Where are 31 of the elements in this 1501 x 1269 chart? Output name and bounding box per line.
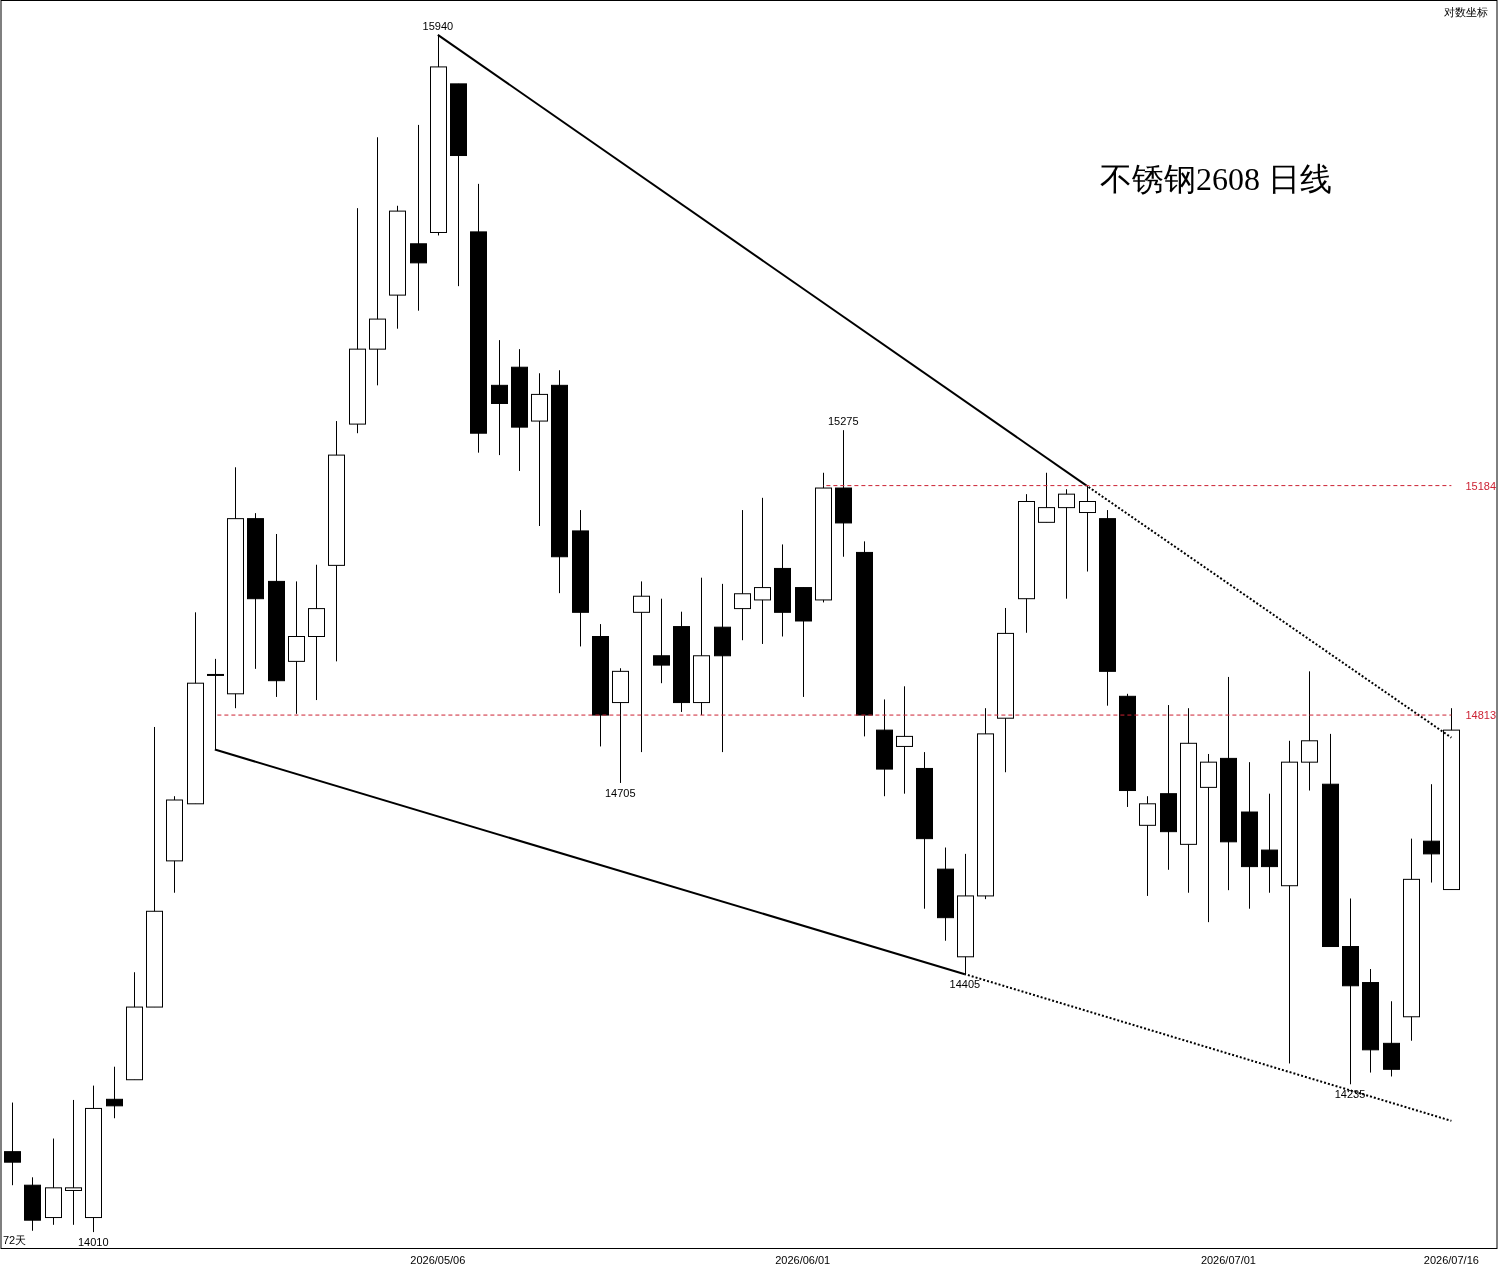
x-tick-label: 2026/07/01	[1200, 1254, 1256, 1266]
candlestick	[734, 509, 751, 641]
annotation: 72天	[3, 1234, 27, 1246]
y-tick-label: 14813	[1465, 709, 1496, 722]
candlestick	[1261, 793, 1278, 894]
candlestick	[491, 339, 508, 456]
x-tick-label: 2026/06/01	[775, 1254, 831, 1266]
annotation: 15940	[422, 19, 454, 32]
candlestick	[106, 1066, 123, 1119]
annotation: 14235	[1334, 1088, 1366, 1101]
x-tick-label: 2026/07/16	[1423, 1254, 1479, 1266]
annotation: 15275	[827, 415, 859, 428]
x-tick-label: 2026/05/06	[410, 1254, 466, 1266]
y-tick-label: 15184	[1465, 479, 1496, 492]
candlestick	[1423, 783, 1440, 884]
annotation: 14405	[949, 978, 981, 991]
candlestick	[1038, 472, 1055, 523]
candlestick	[633, 580, 650, 753]
candlestick	[1058, 488, 1075, 600]
candlestick	[1139, 795, 1156, 897]
annotation: 14010	[77, 1236, 109, 1249]
text: 不锈钢2608 日线	[1100, 161, 1332, 197]
candlestick	[653, 598, 670, 684]
candlestick	[410, 124, 427, 312]
candlestick	[1301, 670, 1318, 792]
candlestick	[754, 497, 771, 645]
annotation: 对数坐标	[1444, 6, 1488, 18]
candlestick	[65, 1099, 82, 1226]
annotation: 14705	[604, 786, 636, 799]
candlestick	[4, 1102, 21, 1186]
candlestick	[896, 685, 913, 795]
